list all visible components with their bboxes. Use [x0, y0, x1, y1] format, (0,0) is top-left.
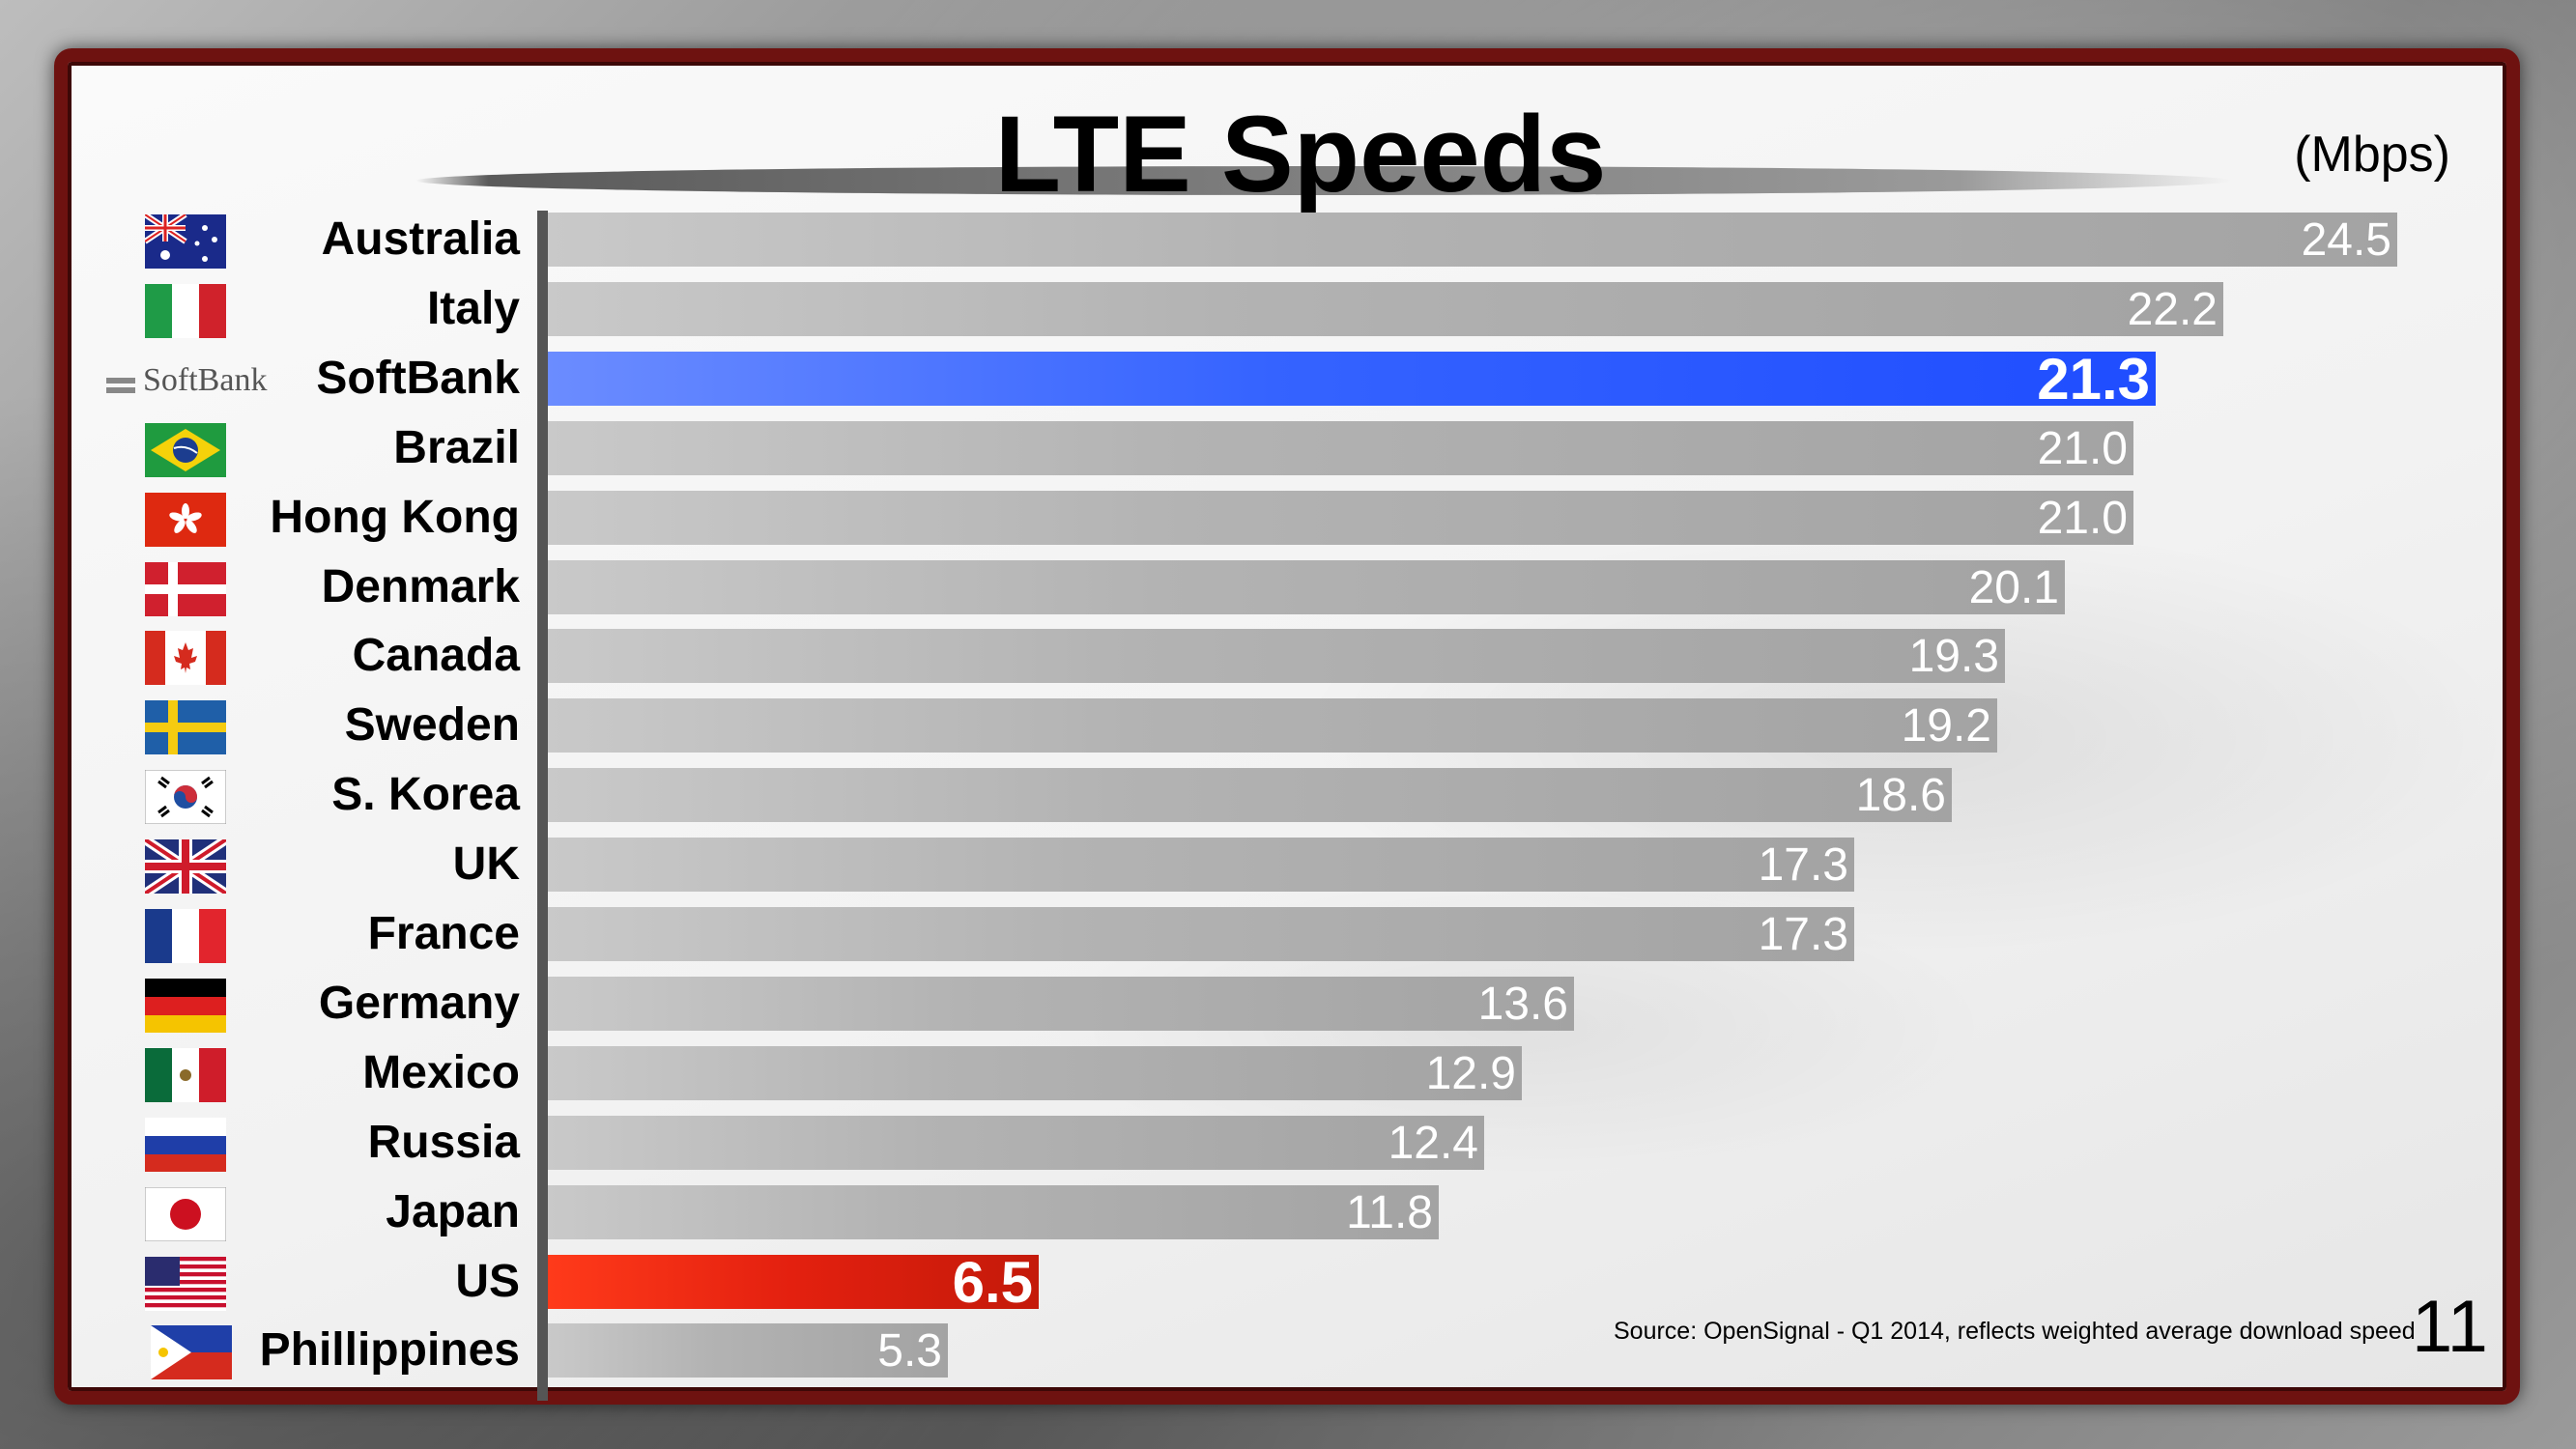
bar-value-label: 21.0 [2037, 422, 2128, 474]
bar-value-label: 11.8 [1346, 1186, 1433, 1238]
bar-value-label: 18.6 [1855, 770, 1946, 822]
flag-south-korea-icon [144, 769, 227, 825]
flag-uk-icon [142, 835, 229, 898]
flag-hong-kong-icon [145, 492, 226, 547]
bar-value-label: 13.6 [1477, 978, 1568, 1030]
bar-value-label: 5.3 [877, 1325, 942, 1378]
bar [548, 768, 1952, 823]
flag-france-icon [145, 909, 226, 963]
bar [548, 838, 1854, 893]
category-label: UK [452, 838, 520, 891]
bar-value-label: 12.4 [1388, 1117, 1478, 1169]
bar [548, 281, 2223, 336]
category-label: S. Korea [331, 769, 520, 821]
bar-value-label: 17.3 [1758, 909, 1848, 960]
bar-value-label: 6.5 [952, 1249, 1033, 1315]
page-number: 11 [2412, 1286, 2488, 1368]
category-label: France [367, 908, 520, 959]
bar [548, 976, 1574, 1031]
category-label: Canada [352, 630, 520, 682]
flag-mexico-icon [145, 1047, 226, 1102]
flag-russia-icon [145, 1117, 226, 1172]
flag-philippines-icon [151, 1325, 232, 1380]
category-label: Germany [318, 977, 520, 1029]
bar-value-label: 22.2 [2127, 283, 2218, 335]
bar-value-label: 17.3 [1758, 839, 1848, 892]
bar [548, 559, 2065, 614]
slide: LTE Speeds (Mbps) Australia 24.5 Italy 22.2… [54, 48, 2520, 1405]
flag-us-icon [145, 1256, 226, 1311]
bar [548, 351, 2156, 406]
bar-value-label: 21.3 [2037, 346, 2150, 412]
category-label: SoftBank [316, 352, 520, 404]
bar-value-label: 24.5 [2301, 214, 2391, 266]
bar [548, 420, 2133, 475]
category-label: Sweden [344, 699, 520, 752]
category-label: Japan [386, 1185, 520, 1237]
bar [548, 1184, 1439, 1239]
category-label: US [455, 1255, 520, 1307]
bar [548, 1045, 1522, 1100]
category-label: Phillippines [259, 1324, 520, 1377]
flag-australia-icon [143, 212, 226, 269]
bar [548, 213, 2397, 267]
category-label: Hong Kong [270, 491, 520, 543]
flag-brazil-icon [145, 422, 226, 477]
source-note: Source: OpenSignal - Q1 2014, reflects w… [1614, 1318, 2416, 1345]
flag-italy-icon [145, 283, 226, 338]
flag-denmark-icon [145, 561, 226, 616]
bar [548, 907, 1854, 961]
flag-japan-icon [144, 1186, 227, 1242]
bar-value-label: 20.1 [1968, 561, 2059, 613]
flag-sweden-icon [145, 700, 226, 755]
y-axis-line [537, 211, 548, 1401]
category-label: Denmark [321, 560, 520, 612]
bar-value-label: 12.9 [1425, 1047, 1516, 1099]
bar-value-label: 21.0 [2037, 492, 2128, 544]
units-label: (Mbps) [2294, 127, 2450, 183]
category-label: Italy [426, 282, 520, 334]
chart-title: LTE Speeds [994, 94, 1607, 214]
category-label: Mexico [362, 1046, 520, 1098]
category-label: Russia [367, 1116, 520, 1168]
bar [548, 1254, 1039, 1309]
bar-value-label: 19.2 [1901, 700, 1991, 753]
bar [548, 698, 1997, 753]
bar [548, 1115, 1484, 1170]
category-label: Brazil [393, 421, 520, 473]
bar [548, 1323, 948, 1378]
flag-germany-icon [145, 978, 226, 1033]
bar [548, 490, 2133, 545]
softbank-logo-text: SoftBank [143, 361, 268, 398]
softbank-logo-icon: SoftBank [106, 354, 280, 408]
flag-canada-icon [145, 631, 226, 686]
category-label: Australia [321, 213, 520, 265]
bar-value-label: 19.3 [1908, 631, 1999, 683]
title-underline-brush [415, 166, 2232, 195]
bar [548, 629, 2005, 684]
